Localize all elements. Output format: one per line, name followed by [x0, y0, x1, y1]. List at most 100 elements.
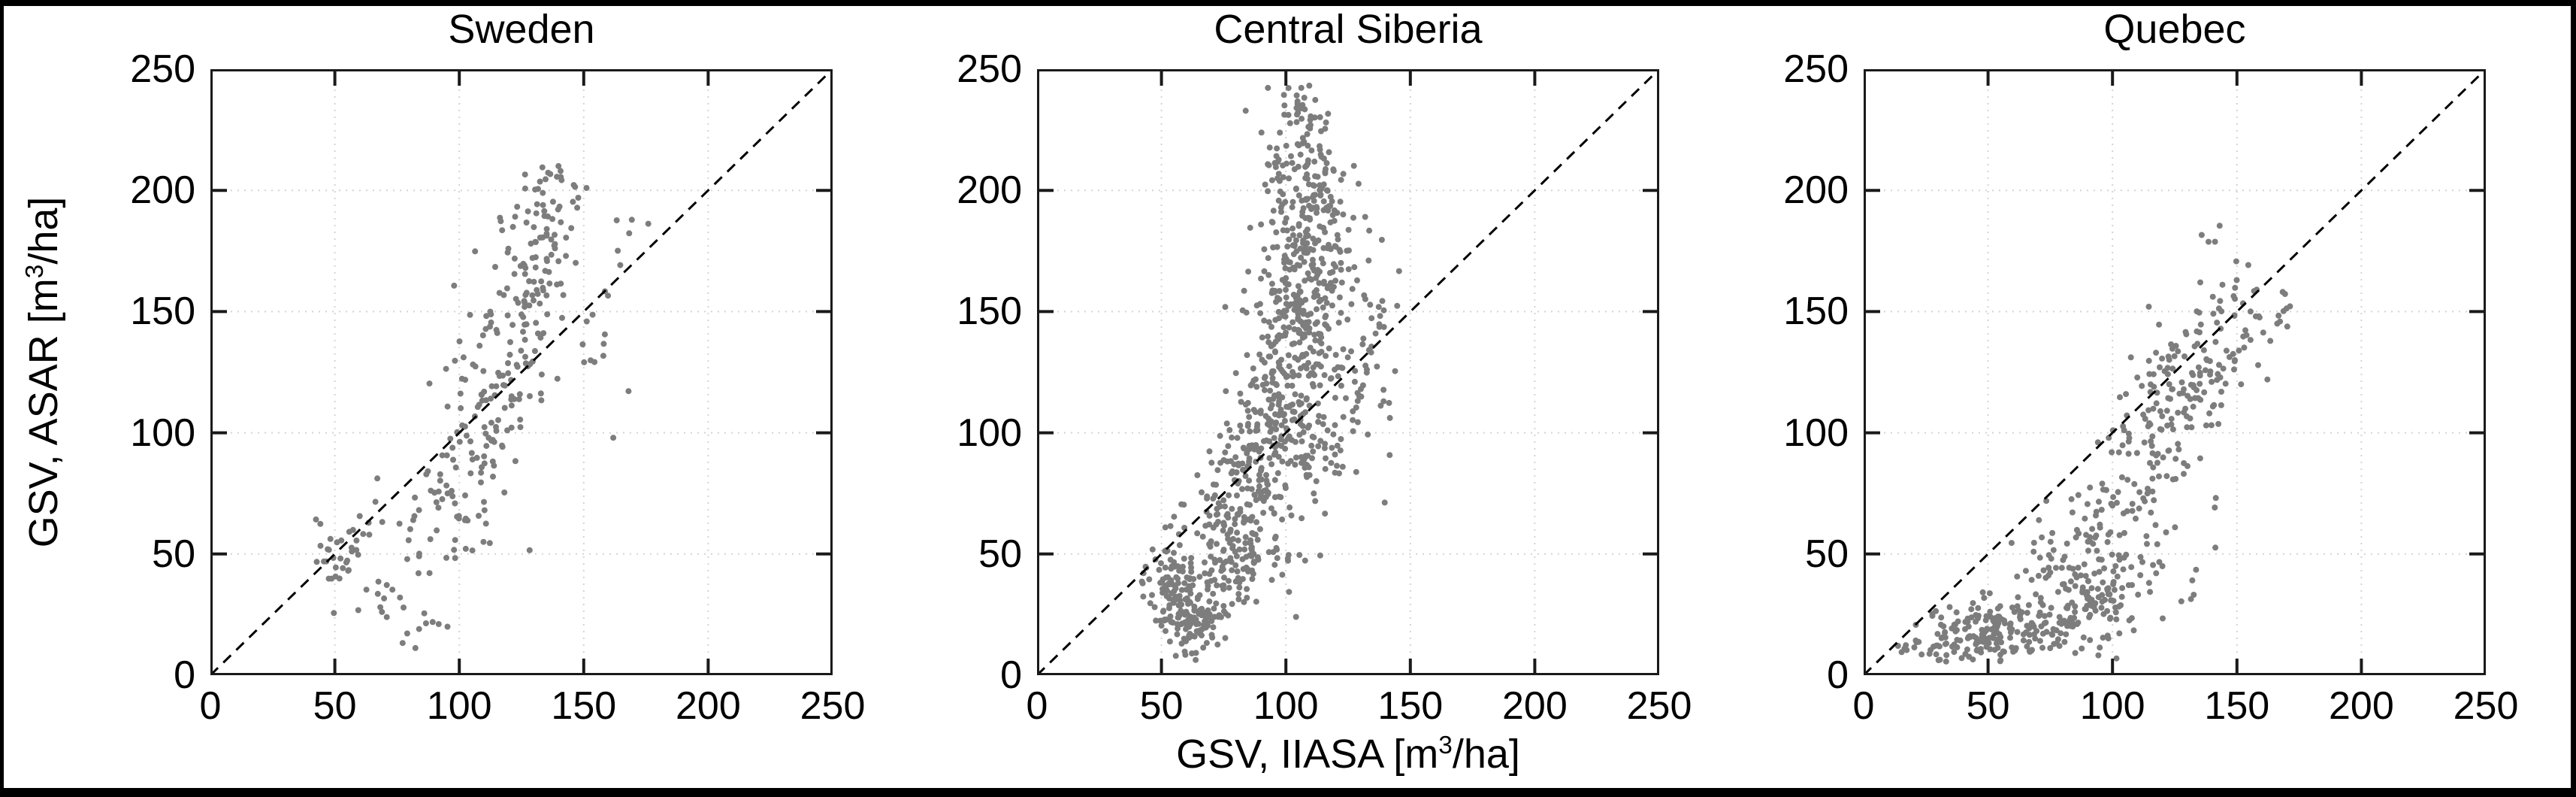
scatter-point — [461, 517, 468, 523]
scatter-point — [1317, 338, 1323, 344]
scatter-point — [1244, 423, 1251, 429]
scatter-point — [554, 375, 561, 382]
identity-reference-line — [1864, 69, 2486, 675]
scatter-point — [1239, 307, 1246, 314]
scatter-point — [1354, 398, 1361, 405]
scatter-point — [1962, 650, 1969, 657]
scatter-point — [1330, 431, 1337, 438]
scatter-point — [478, 469, 485, 476]
scatter-point — [2092, 600, 2099, 607]
scatter-point — [1283, 142, 1290, 149]
scatter-point — [2112, 605, 2118, 611]
scatter-point — [1298, 84, 1305, 91]
scatter-point — [2181, 471, 2187, 477]
scatter-point — [1240, 466, 1246, 473]
scatter-point — [2047, 569, 2054, 576]
scatter-point — [2206, 238, 2212, 245]
scatter-point — [1350, 162, 1357, 169]
scatter-point — [1268, 177, 1275, 183]
scatter-point — [1275, 308, 1282, 315]
scatter-point — [1962, 626, 1968, 632]
scatter-point — [1985, 640, 1992, 647]
scatter-point — [2049, 529, 2056, 536]
scatter-point — [1338, 177, 1344, 183]
scatter-point — [1305, 142, 1311, 149]
scatter-point — [1268, 280, 1275, 287]
scatter-point — [416, 626, 422, 632]
scatter-point — [481, 424, 488, 431]
scatter-point — [1324, 285, 1331, 292]
scatter-point — [1227, 526, 1234, 533]
scatter-point — [527, 392, 533, 399]
scatter-point — [1274, 546, 1280, 553]
scatter-point — [2175, 446, 2182, 453]
scatter-point — [451, 282, 458, 289]
scatter-point — [2065, 586, 2072, 593]
scatter-point — [1253, 442, 1259, 448]
scatter-point — [1286, 589, 1293, 595]
scatter-point — [397, 594, 404, 601]
scatter-point — [1311, 267, 1317, 274]
scatter-point — [1211, 492, 1218, 499]
figure-border-left — [0, 0, 4, 797]
scatter-point — [2216, 223, 2223, 229]
scatter-point — [355, 607, 361, 614]
scatter-point — [2022, 568, 2029, 574]
scatter-point — [1240, 444, 1247, 451]
scatter-point — [570, 198, 576, 205]
scatter-point — [1282, 198, 1289, 205]
scatter-point — [2212, 238, 2218, 245]
scatter-point — [1328, 459, 1335, 466]
scatter-point — [1268, 343, 1274, 350]
scatter-point — [1244, 586, 1250, 592]
scatter-point — [1220, 527, 1226, 534]
scatter-point — [1288, 153, 1294, 159]
scatter-point — [1253, 519, 1259, 526]
scatter-point — [1332, 352, 1339, 358]
scatter-point — [1913, 639, 1920, 646]
scatter-point — [1307, 344, 1314, 351]
scatter-point — [2070, 565, 2076, 572]
scatter-point — [1265, 255, 1271, 262]
scatter-point — [2149, 475, 2156, 482]
scatter-point — [1286, 324, 1293, 331]
scatter-point — [1172, 653, 1179, 659]
scatter-point — [488, 395, 494, 402]
scatter-point — [1256, 448, 1262, 455]
scatter-point — [2187, 415, 2194, 422]
scatter-point — [1360, 335, 1367, 342]
scatter-point — [2104, 587, 2111, 594]
scatter-point — [2212, 338, 2219, 345]
scatter-point — [374, 475, 381, 482]
scatter-point — [1951, 641, 1958, 648]
scatter-point — [2029, 647, 2035, 653]
scatter-points — [1894, 223, 2293, 665]
scatter-point — [2118, 474, 2125, 480]
scatter-point — [2008, 540, 2015, 547]
scatter-point — [1261, 317, 1268, 324]
scatter-point — [563, 235, 570, 241]
scatter-point — [1211, 605, 1217, 612]
scatter-point — [558, 168, 564, 174]
scatter-point — [575, 195, 582, 201]
scatter-point — [2188, 370, 2195, 377]
scatter-point — [2264, 376, 2271, 383]
scatter-point — [1344, 354, 1351, 361]
scatter-point — [552, 245, 558, 252]
x-tick-label: 200 — [2329, 684, 2394, 728]
scatter-point — [1336, 294, 1343, 301]
scatter-point — [2287, 303, 2293, 310]
scatter-point — [1300, 311, 1307, 317]
scatter-point — [1368, 344, 1375, 350]
scatter-point — [1317, 147, 1323, 153]
scatter-point — [1311, 383, 1317, 389]
scatter-point — [511, 255, 518, 262]
scatter-point — [1169, 590, 1175, 596]
scatter-point — [1233, 469, 1240, 476]
y-tick-label: 50 — [1805, 532, 1849, 576]
scatter-point — [1271, 289, 1278, 295]
scatter-point — [1301, 95, 1308, 101]
scatter-point — [336, 575, 343, 582]
scatter-point — [2150, 464, 2157, 471]
scatter-point — [421, 610, 428, 617]
